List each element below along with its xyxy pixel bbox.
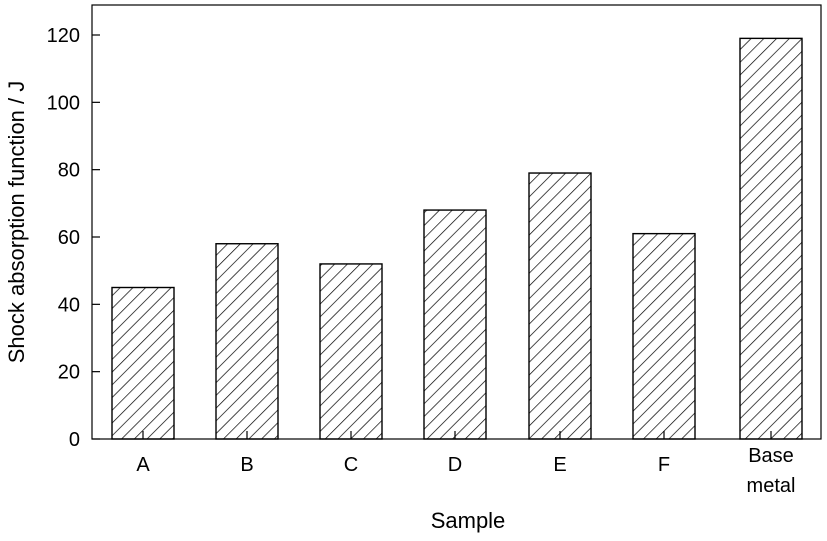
bars-group <box>111 37 803 440</box>
bar-e <box>528 172 592 440</box>
x-tick-label: D <box>448 454 462 476</box>
bar-c <box>319 263 383 440</box>
bar-f <box>632 232 696 440</box>
y-tick-label: 60 <box>58 227 80 249</box>
x-tick-label: E <box>553 454 566 476</box>
x-axis: A B C D E F Base metal <box>136 431 795 497</box>
x-tick-label: F <box>658 454 670 476</box>
y-tick-label: 20 <box>58 362 80 384</box>
bar-b <box>215 243 279 440</box>
x-axis-label: Sample <box>431 508 506 533</box>
plot-frame <box>91 4 822 440</box>
bar-a <box>111 286 175 440</box>
y-tick-label: 40 <box>58 294 80 316</box>
x-tick-label: C <box>344 454 358 476</box>
bar-d <box>423 209 487 440</box>
x-tick-label: B <box>240 454 253 476</box>
x-tick-label: Base metal <box>747 445 796 497</box>
x-tick-label: A <box>136 454 150 476</box>
y-tick-label: 100 <box>47 92 80 114</box>
y-tick-label: 0 <box>69 429 80 451</box>
y-tick-label: 80 <box>58 160 80 182</box>
bar-base-metal <box>739 37 803 440</box>
y-axis-label: Shock absorption function / J <box>4 81 29 364</box>
y-tick-label: 120 <box>47 25 80 47</box>
y-axis: 0 20 40 60 80 100 120 <box>47 25 100 451</box>
